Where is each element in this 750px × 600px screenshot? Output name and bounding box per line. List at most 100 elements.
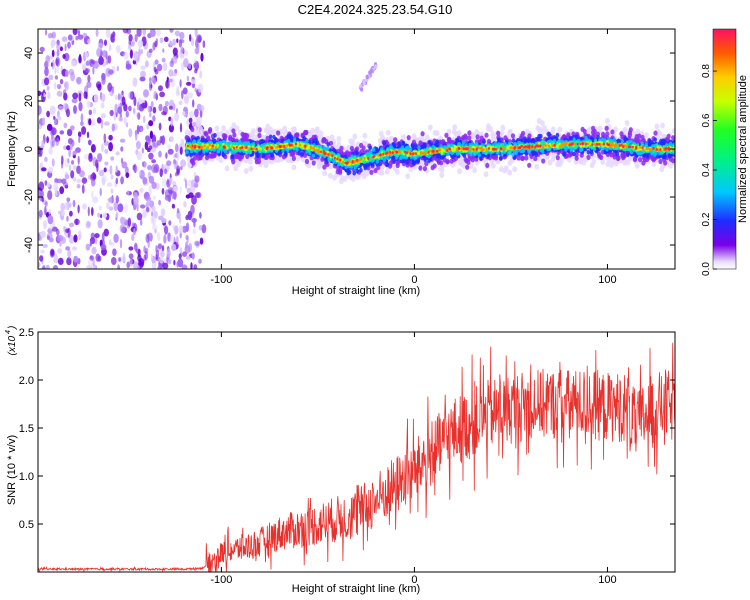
noise-speck: [100, 102, 105, 109]
noise-speck: [179, 216, 182, 224]
noise-speck: [174, 172, 178, 177]
ridge-pixel: [660, 122, 665, 129]
noise-speck: [125, 172, 130, 179]
ridge-pixel: [352, 171, 357, 176]
noise-speck: [128, 253, 134, 260]
ridge-pixel: [647, 142, 651, 148]
noise-speck: [71, 98, 78, 104]
noise-speck: [128, 128, 133, 138]
noise-speck: [123, 104, 128, 112]
noise-speck: [133, 163, 137, 174]
noise-speck: [185, 241, 188, 249]
noise-speck: [44, 66, 49, 77]
noise-speck: [117, 106, 123, 114]
noise-speck: [142, 161, 147, 168]
noise-speck: [121, 226, 126, 233]
ridge-pixel: [654, 123, 660, 130]
noise-speck: [107, 82, 113, 92]
ridge-pixel: [464, 158, 469, 164]
noise-speck: [65, 246, 70, 251]
noise-speck: [78, 101, 83, 112]
noise-speck: [164, 100, 169, 107]
noise-speck: [62, 53, 66, 59]
noise-speck: [155, 38, 159, 44]
noise-speck: [113, 201, 119, 212]
noise-speck: [67, 41, 71, 49]
noise-speck: [101, 232, 105, 242]
ridge-pixel: [444, 132, 449, 138]
noise-speck: [66, 145, 71, 151]
ridge-pixel: [418, 140, 423, 146]
ridge-pixel: [551, 152, 557, 159]
ridge-pixel: [622, 126, 628, 133]
ridge-pixel: [465, 164, 470, 170]
noise-speck: [80, 113, 84, 123]
noise-speck: [143, 254, 147, 262]
ridge-pixel: [557, 161, 563, 168]
noise-speck: [152, 141, 156, 148]
noise-speck: [115, 165, 118, 173]
ridge-pixel: [586, 149, 591, 155]
noise-speck: [151, 164, 157, 174]
ridge-pixel: [304, 158, 310, 165]
noise-speck: [115, 45, 121, 54]
ridge-pixel: [566, 156, 572, 163]
ridge-pixel: [659, 138, 663, 144]
noise-speck: [140, 127, 143, 132]
noise-speck: [84, 52, 88, 59]
noise-speck: [151, 159, 157, 164]
noise-speck: [86, 100, 91, 108]
ridge-pixel: [644, 132, 649, 139]
ridge-pixel: [215, 131, 221, 138]
noise-speck: [148, 152, 154, 160]
noise-speck: [46, 123, 53, 131]
noise-speck: [52, 265, 59, 269]
noise-speck: [107, 182, 113, 187]
noise-speck: [92, 257, 95, 267]
noise-speck: [148, 175, 155, 184]
noise-speck: [159, 91, 166, 98]
noise-speck: [108, 43, 112, 52]
noise-speck: [165, 152, 168, 159]
noise-speck: [167, 144, 171, 149]
noise-speck: [56, 90, 63, 97]
noise-speck: [69, 210, 73, 217]
noise-speck: [57, 257, 64, 265]
ridge-pixel: [230, 154, 234, 160]
noise-speck: [166, 160, 172, 166]
noise-speck: [150, 101, 154, 108]
noise-speck: [158, 103, 163, 112]
noise-speck: [115, 177, 119, 185]
noise-speck: [51, 226, 58, 232]
noise-speck: [109, 241, 115, 246]
noise-speck: [38, 209, 43, 218]
noise-speck: [59, 46, 63, 52]
ridge-pixel: [284, 151, 288, 157]
ridge-pixel: [405, 160, 409, 165]
noise-speck: [159, 168, 163, 178]
ridge-pixel: [395, 168, 400, 175]
ridge-pixel: [600, 149, 605, 155]
noise-speck: [56, 43, 61, 51]
ridge-pixel: [547, 131, 551, 137]
noise-speck: [183, 58, 189, 68]
noise-speck: [67, 249, 72, 259]
noise-speck: [179, 166, 183, 171]
ridge-pixel: [497, 137, 501, 142]
noise-speck: [125, 110, 129, 118]
ridge-pixel: [533, 156, 538, 162]
noise-speck: [143, 115, 146, 124]
noise-speckle: [38, 29, 207, 269]
noise-speck: [85, 220, 91, 229]
ridge-pixel: [302, 136, 307, 141]
ridge-pixel: [427, 158, 431, 164]
noise-speck: [169, 135, 174, 143]
noise-speck: [186, 75, 190, 82]
noise-speck: [98, 169, 105, 177]
noise-speck: [183, 201, 187, 208]
noise-speck: [83, 91, 88, 99]
noise-speck: [148, 120, 154, 127]
ridge-pixel: [627, 155, 633, 162]
noise-speck: [82, 32, 88, 38]
noise-speck: [56, 110, 60, 118]
